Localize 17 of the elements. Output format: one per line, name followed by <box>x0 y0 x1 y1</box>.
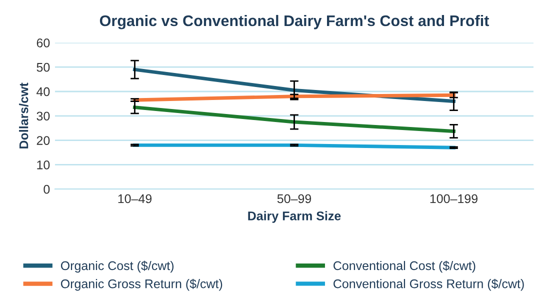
y-axis-title: Dollars/cwt <box>19 82 28 148</box>
y-tick-label: 0 <box>44 184 50 194</box>
y-tick-label: 10 <box>37 160 50 170</box>
chart-title: Organic vs Conventional Dairy Farm's Cost and Profit <box>100 14 490 30</box>
x-axis-title: Dairy Farm Size <box>248 211 341 223</box>
legend-label: Organic Gross Return ($/cwt) <box>60 278 222 291</box>
legend-label: Conventional Gross Return ($/cwt) <box>334 278 524 291</box>
x-tick-label: 10–49 <box>118 194 152 204</box>
legend-label: Conventional Cost ($/cwt) <box>334 260 476 273</box>
y-tick-label: 30 <box>36 112 50 121</box>
y-tick-label: 50 <box>36 62 50 72</box>
x-tick-label: 100–199 <box>430 194 478 204</box>
y-tick-label: 20 <box>36 136 50 145</box>
x-tick-label: 50–99 <box>277 194 312 204</box>
y-tick-label: 60 <box>36 38 50 48</box>
y-tick-label: 40 <box>36 87 50 96</box>
legend-label: Organic Cost ($/cwt) <box>60 260 174 273</box>
